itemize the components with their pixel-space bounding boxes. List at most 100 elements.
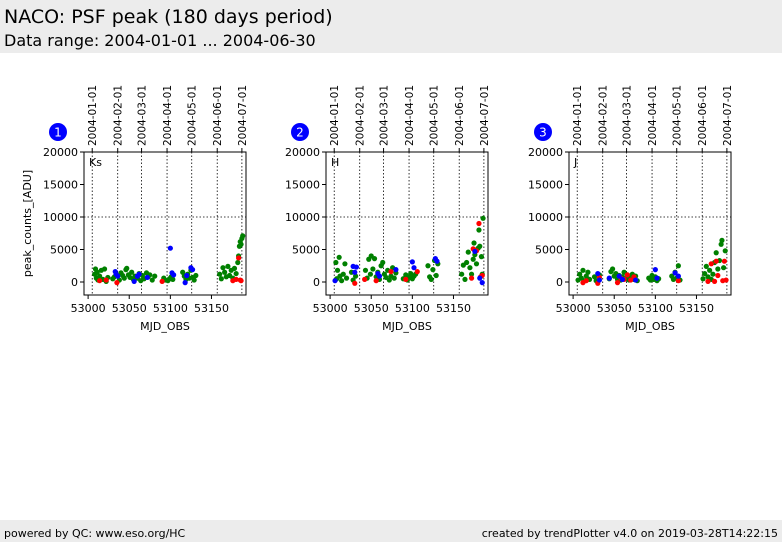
data-point-blue (393, 267, 399, 273)
data-point-green (719, 237, 725, 243)
data-point-red (97, 278, 103, 284)
y-tick-label: 15000 (43, 179, 78, 192)
data-point-blue (477, 275, 483, 281)
x-tick-label: 53150 (194, 302, 229, 315)
data-point-blue (171, 272, 177, 278)
data-point-blue (595, 270, 601, 277)
data-point-green (124, 265, 130, 271)
data-point-green (94, 269, 100, 275)
data-range: Data range: 2004-01-01 ... 2004-06-30 (4, 31, 316, 50)
data-point-green (121, 275, 127, 281)
data-point-green (702, 270, 708, 277)
data-point-green (707, 267, 713, 273)
report-title: NACO: PSF peak (180 days period) (4, 6, 333, 28)
data-point-blue (189, 267, 196, 273)
chart-panel-1: 2004-01-01 2004-02-01 2004-03-01 2004-04-01… (21, 85, 249, 333)
data-point-red (352, 280, 358, 286)
top-date-tick-label: 2004-02-01 (113, 85, 125, 146)
y-tick-label: 15000 (528, 179, 563, 192)
data-point-red (233, 276, 239, 282)
data-point-green (467, 265, 473, 271)
data-point-green (101, 266, 108, 272)
data-point-blue (633, 277, 639, 283)
data-point-blue (352, 269, 358, 275)
chart-panel-3: 2004-01-01 2004-02-01 2004-03-01 2004-04-01… (528, 85, 734, 333)
data-point-green (380, 259, 386, 266)
data-point-red (235, 255, 242, 261)
data-point-red (583, 278, 589, 284)
data-point-red (708, 261, 714, 267)
data-point-green (428, 276, 434, 282)
top-date-tick-label: 2004-05-01 (672, 85, 684, 146)
x-tick-label: 53050 (597, 302, 632, 315)
data-point-green (371, 256, 378, 262)
data-point-green (470, 256, 476, 262)
data-point-red (468, 275, 475, 281)
y-tick-label: 20000 (528, 146, 563, 159)
data-point-red (723, 277, 729, 283)
data-point-blue (652, 267, 658, 273)
data-point-green (370, 266, 376, 272)
data-point-blue (596, 277, 603, 283)
data-point-green (180, 269, 186, 275)
panel-badge (534, 123, 552, 141)
data-point-green (477, 243, 483, 249)
y-tick-label: 5000 (535, 244, 563, 257)
data-point-green (343, 275, 350, 281)
top-date-tick-label: 2004-04-01 (404, 85, 416, 146)
data-point-blue (131, 278, 137, 284)
x-tick-label: 53100 (638, 302, 673, 315)
data-point-green (425, 263, 431, 269)
y-tick-label: 10000 (285, 211, 320, 224)
data-point-green (583, 273, 589, 279)
data-point-red (705, 278, 711, 284)
y-tick-label: 0 (556, 276, 563, 289)
x-tick-label: 53100 (395, 302, 430, 315)
top-date-tick-label: 2004-05-01 (187, 85, 199, 146)
data-point-green (715, 266, 721, 272)
data-point-green (433, 272, 439, 279)
data-point-green (191, 277, 197, 283)
data-point-green (391, 275, 397, 281)
data-point-green (718, 241, 724, 247)
panel-filter-label: Ks (89, 156, 102, 169)
data-point-blue (115, 273, 121, 279)
top-date-tick-label: 2004-06-01 (212, 85, 224, 146)
top-date-tick-label: 2004-07-01 (237, 85, 249, 146)
data-point-green (675, 263, 681, 269)
x-axis-label: MJD_OBS (382, 320, 432, 333)
data-point-green (700, 276, 706, 282)
data-point-blue (182, 280, 188, 286)
data-point-green (585, 269, 591, 275)
data-point-green (235, 259, 241, 266)
x-tick-label: 53050 (354, 302, 389, 315)
x-tick-label: 53000 (556, 302, 591, 315)
data-point-red (103, 277, 109, 283)
top-date-tick-label: 2004-01-01 (87, 85, 99, 146)
top-date-tick-label: 2004-01-01 (329, 85, 341, 146)
data-point-blue (409, 259, 415, 265)
x-axis-label: MJD_OBS (140, 320, 190, 333)
data-point-red (711, 278, 718, 284)
top-date-tick-label: 2004-01-01 (572, 85, 584, 146)
data-point-blue (654, 275, 660, 281)
footer-created-by: created by trendPlotter v4.0 on 2019-03-… (481, 527, 778, 540)
data-point-green (713, 250, 719, 256)
data-point-green (609, 266, 616, 272)
y-tick-label: 5000 (50, 244, 78, 257)
data-point-blue (136, 271, 142, 277)
top-date-tick-label: 2004-02-01 (598, 85, 610, 146)
data-point-blue (472, 248, 478, 255)
data-point-green (480, 215, 486, 221)
report-footer: powered by QC: www.eso.org/HC created by… (0, 520, 782, 542)
data-point-blue (616, 273, 622, 279)
data-point-green (193, 272, 199, 279)
data-point-blue (144, 274, 150, 281)
data-point-green (430, 267, 436, 273)
x-tick-label: 53150 (679, 302, 714, 315)
data-point-blue (353, 264, 360, 270)
data-point-red (721, 258, 728, 264)
y-tick-label: 20000 (285, 146, 320, 159)
plot-frame (325, 151, 489, 296)
top-date-tick-label: 2004-03-01 (137, 85, 149, 146)
